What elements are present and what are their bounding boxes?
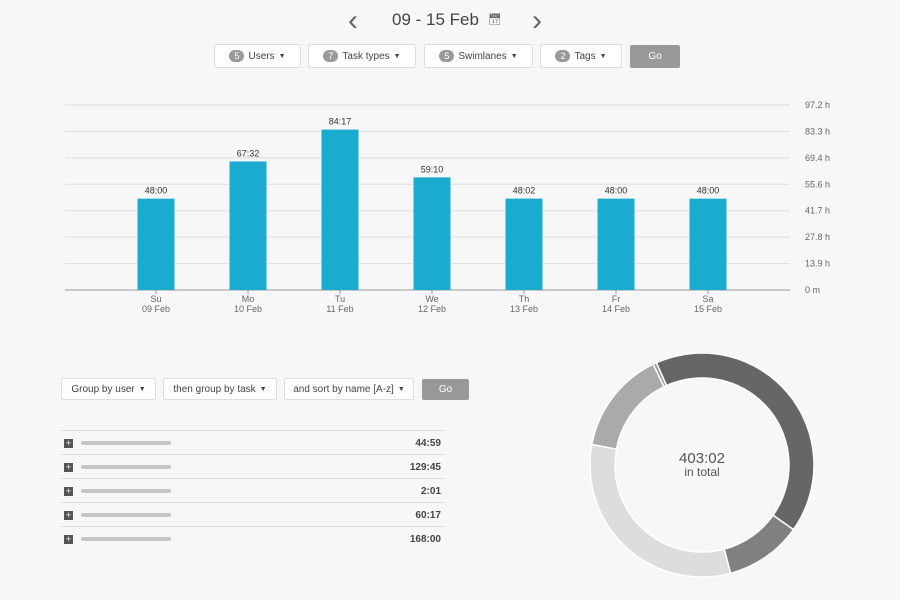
donut-segment bbox=[591, 363, 666, 450]
filter-label: Users bbox=[248, 50, 275, 62]
x-tick-date: 15 Feb bbox=[694, 304, 722, 314]
redacted-name bbox=[81, 465, 171, 469]
caret-down-icon: ▼ bbox=[510, 52, 518, 60]
list-item[interactable]: +2:01 bbox=[61, 478, 445, 503]
list-item[interactable]: +60:17 bbox=[61, 502, 445, 527]
count-badge: 2 bbox=[555, 50, 571, 62]
then-group-select[interactable]: then group by task ▼ bbox=[163, 378, 277, 400]
y-tick-label: 69.4 h bbox=[805, 153, 830, 163]
row-total: 129:45 bbox=[409, 461, 441, 473]
filter-label: Task types bbox=[342, 50, 390, 62]
x-tick-day: Mo bbox=[242, 294, 255, 304]
x-tick-day: Tu bbox=[335, 294, 345, 304]
x-tick-day: Su bbox=[150, 294, 161, 304]
y-tick-label: 41.7 h bbox=[805, 206, 830, 216]
x-tick-day: Fr bbox=[612, 294, 621, 304]
sort-select[interactable]: and sort by name [A-z] ▼ bbox=[284, 378, 414, 400]
x-tick-day: Th bbox=[519, 294, 530, 304]
redacted-name bbox=[81, 489, 171, 493]
x-tick-date: 09 Feb bbox=[142, 304, 170, 314]
count-badge: 5 bbox=[439, 50, 455, 62]
caret-down-icon: ▼ bbox=[599, 52, 607, 60]
bar bbox=[689, 198, 727, 290]
count-badge: 7 bbox=[323, 50, 339, 62]
row-total: 168:00 bbox=[409, 533, 441, 545]
expand-icon[interactable]: + bbox=[64, 485, 73, 496]
bar bbox=[229, 161, 267, 290]
date-range-title: 09 - 15 Feb bbox=[392, 10, 479, 29]
bar bbox=[137, 198, 175, 290]
bar-value-label: 84:17 bbox=[329, 117, 352, 127]
row-total: 60:17 bbox=[415, 509, 441, 521]
y-tick-label: 55.6 h bbox=[805, 179, 830, 189]
filter-go-button[interactable]: Go bbox=[630, 45, 680, 68]
list-item[interactable]: +129:45 bbox=[61, 454, 445, 479]
bar-value-label: 67:32 bbox=[237, 148, 260, 158]
x-tick-date: 13 Feb bbox=[510, 304, 538, 314]
tags-filter[interactable]: 2 Tags ▼ bbox=[540, 44, 622, 68]
group-go-button[interactable]: Go bbox=[422, 379, 469, 400]
filter-label: Tags bbox=[574, 50, 596, 62]
select-label: Group by user bbox=[71, 383, 135, 395]
row-total: 2:01 bbox=[420, 485, 441, 497]
bar-value-label: 48:00 bbox=[697, 186, 720, 196]
redacted-name bbox=[81, 537, 171, 541]
row-total: 44:59 bbox=[415, 437, 441, 449]
donut-segment bbox=[652, 361, 668, 388]
expand-icon[interactable]: + bbox=[64, 509, 73, 520]
donut-segment bbox=[655, 353, 815, 531]
calendar-icon[interactable]: 📅︎ bbox=[488, 14, 502, 26]
y-tick-label: 0 m bbox=[805, 285, 820, 295]
select-label: then group by task bbox=[173, 383, 256, 395]
list-item[interactable]: +44:59 bbox=[61, 430, 445, 455]
bar bbox=[505, 198, 543, 290]
x-tick-date: 14 Feb bbox=[602, 304, 630, 314]
list-item[interactable]: +168:00 bbox=[61, 526, 445, 551]
donut-segment bbox=[723, 514, 795, 575]
donut-total: 403:02 bbox=[679, 450, 725, 467]
x-tick-date: 10 Feb bbox=[234, 304, 262, 314]
bar bbox=[597, 198, 635, 290]
group-by-select[interactable]: Group by user ▼ bbox=[61, 378, 156, 400]
donut-caption: in total bbox=[684, 465, 720, 479]
y-tick-label: 97.2 h bbox=[805, 100, 830, 110]
x-tick-date: 11 Feb bbox=[326, 304, 353, 314]
bar bbox=[321, 129, 359, 290]
bar-value-label: 48:02 bbox=[513, 186, 536, 196]
expand-icon[interactable]: + bbox=[64, 461, 73, 472]
x-tick-date: 12 Feb bbox=[418, 304, 446, 314]
caret-down-icon: ▼ bbox=[259, 385, 267, 393]
users-filter[interactable]: 5 Users ▼ bbox=[214, 44, 301, 68]
y-tick-label: 83.3 h bbox=[805, 126, 830, 136]
y-tick-label: 27.8 h bbox=[805, 232, 830, 242]
redacted-name bbox=[81, 441, 171, 445]
bar-value-label: 59:10 bbox=[421, 164, 444, 174]
donut-chart bbox=[590, 353, 815, 578]
swimlanes-filter[interactable]: 5 Swimlanes ▼ bbox=[424, 44, 533, 68]
select-label: and sort by name [A-z] bbox=[293, 383, 394, 395]
caret-down-icon: ▼ bbox=[397, 385, 405, 393]
x-tick-day: We bbox=[425, 294, 438, 304]
bar-value-label: 48:00 bbox=[605, 186, 628, 196]
prev-week-button[interactable]: ‹ bbox=[348, 4, 358, 37]
y-tick-label: 13.9 h bbox=[805, 259, 830, 269]
caret-down-icon: ▼ bbox=[278, 52, 286, 60]
filter-label: Swimlanes bbox=[458, 50, 507, 62]
expand-icon[interactable]: + bbox=[64, 437, 73, 448]
next-week-button[interactable]: › bbox=[532, 4, 542, 37]
x-tick-day: Sa bbox=[702, 294, 713, 304]
bar-value-label: 48:00 bbox=[145, 186, 168, 196]
bar-chart: 0 m 13.9 h 27.8 h 41.7 h 55.6 h 69.4 h 83.3 h 9… bbox=[65, 100, 830, 314]
redacted-name bbox=[81, 513, 171, 517]
task-types-filter[interactable]: 7 Task types ▼ bbox=[308, 44, 416, 68]
bar bbox=[413, 177, 451, 290]
caret-down-icon: ▼ bbox=[393, 52, 401, 60]
expand-icon[interactable]: + bbox=[64, 533, 73, 544]
count-badge: 5 bbox=[229, 50, 245, 62]
caret-down-icon: ▼ bbox=[138, 385, 146, 393]
